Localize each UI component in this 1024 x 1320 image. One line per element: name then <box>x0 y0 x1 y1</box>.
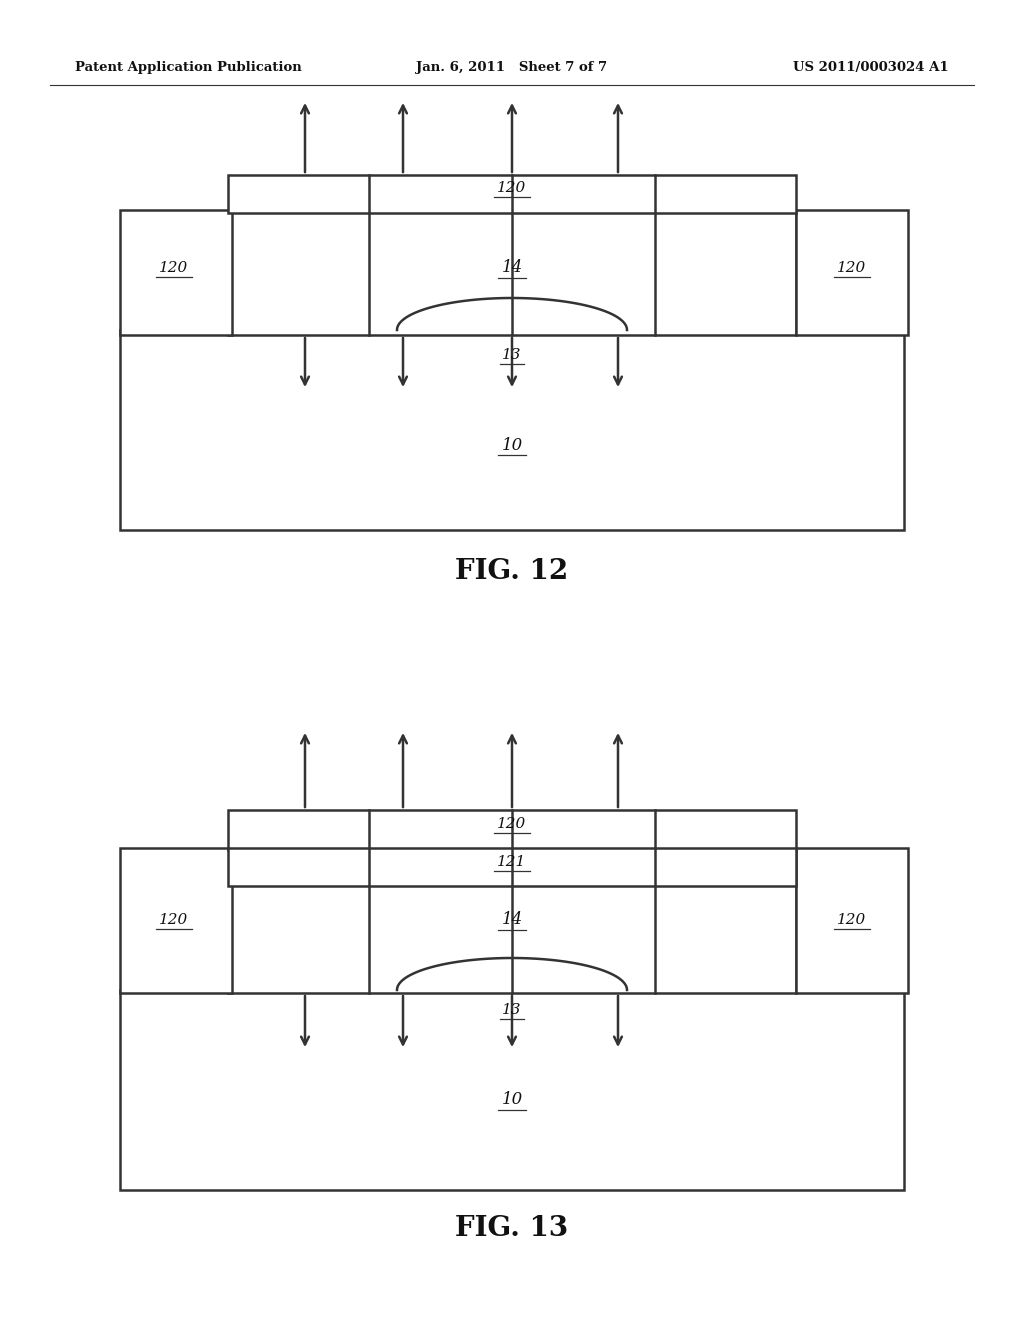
Text: FIG. 13: FIG. 13 <box>456 1214 568 1242</box>
Text: 10: 10 <box>502 437 522 454</box>
Text: 120: 120 <box>838 913 866 927</box>
Text: 13: 13 <box>502 1003 522 1016</box>
Bar <box>120 210 232 335</box>
Text: FIG. 12: FIG. 12 <box>456 558 568 585</box>
Bar <box>120 330 904 531</box>
Text: 120: 120 <box>838 261 866 275</box>
Text: 120: 120 <box>160 913 188 927</box>
Text: Patent Application Publication: Patent Application Publication <box>75 62 302 74</box>
Text: Jan. 6, 2011   Sheet 7 of 7: Jan. 6, 2011 Sheet 7 of 7 <box>417 62 607 74</box>
Text: 121: 121 <box>498 855 526 869</box>
Bar <box>228 847 796 993</box>
Text: 120: 120 <box>498 817 526 832</box>
Bar <box>796 210 908 335</box>
Bar <box>120 847 232 993</box>
Bar <box>796 847 908 993</box>
Text: 14: 14 <box>502 912 522 928</box>
Text: 120: 120 <box>160 261 188 275</box>
Bar <box>120 990 904 1191</box>
Bar <box>228 176 796 213</box>
Bar <box>228 810 796 850</box>
Text: 120: 120 <box>498 181 526 195</box>
Bar <box>228 847 796 886</box>
Bar <box>228 210 796 335</box>
Text: 10: 10 <box>502 1092 522 1109</box>
Text: 13: 13 <box>502 348 522 362</box>
Text: US 2011/0003024 A1: US 2011/0003024 A1 <box>794 62 949 74</box>
Text: 14: 14 <box>502 260 522 276</box>
